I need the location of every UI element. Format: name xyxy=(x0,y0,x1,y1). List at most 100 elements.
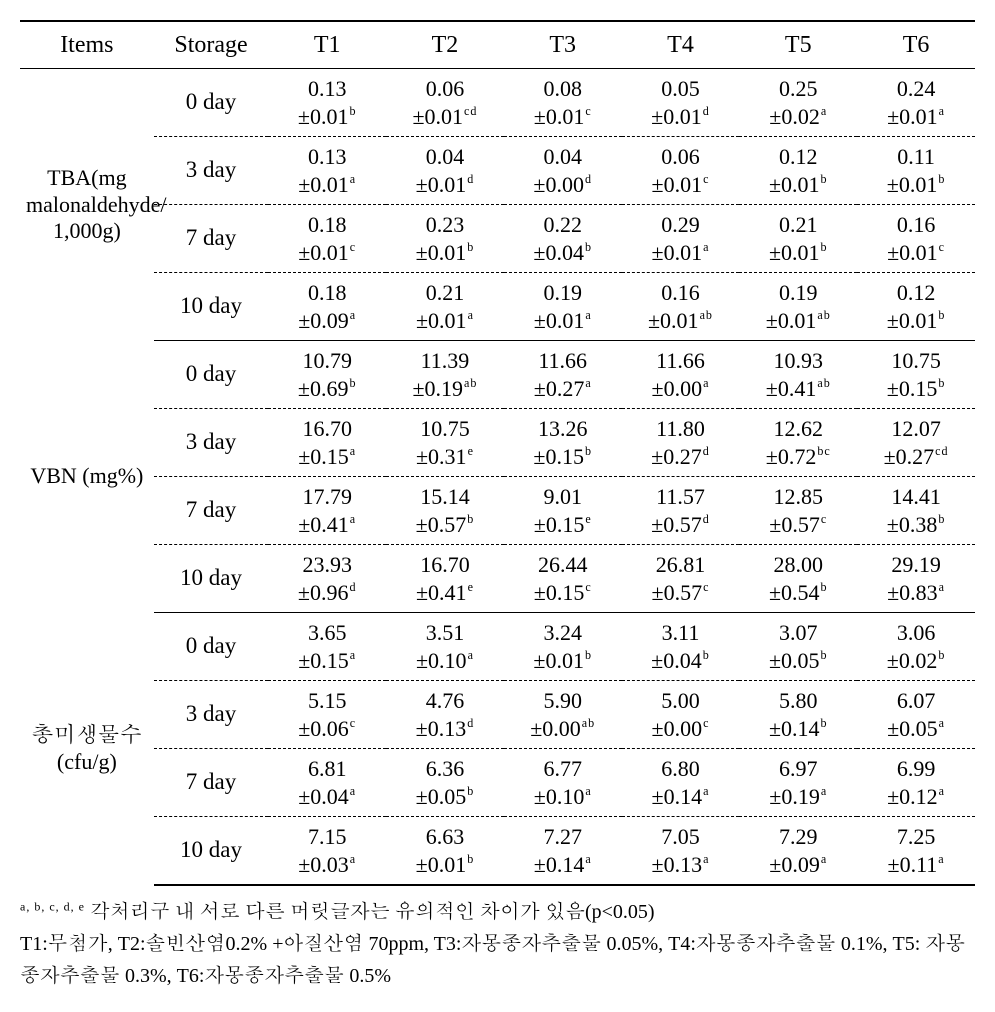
sd-value: ±0.01 xyxy=(298,172,349,197)
value-cell: 7.25±0.11a xyxy=(857,817,975,886)
col-items: Items xyxy=(20,21,154,69)
sd-value: ±0.01 xyxy=(533,648,584,673)
sd-value: ±0.15 xyxy=(887,376,938,401)
superscript-letter: ab xyxy=(699,308,713,322)
superscript-letter: c xyxy=(349,240,356,254)
items-cell: 총미생물수 (cfu/g) xyxy=(20,613,154,886)
superscript-letter: d xyxy=(584,172,592,186)
superscript-letter: bc xyxy=(816,444,830,458)
value-cell: 6.97±0.19a xyxy=(739,749,857,817)
value-cell: 11.57±0.57d xyxy=(622,477,740,545)
mean-value: 6.36 xyxy=(416,755,475,783)
table-row: 7 day17.79±0.41a15.14±0.57b9.01±0.15e11.… xyxy=(20,477,975,545)
value-cell: 4.76±0.13d xyxy=(386,681,504,749)
value-cell: 0.25±0.02a xyxy=(739,69,857,137)
footnote-sig-text: 각처리구 내 서로 다른 머릿글자는 유의적인 차이가 있음(p<0.05) xyxy=(90,901,655,923)
value-cell: 13.26±0.15b xyxy=(504,409,622,477)
col-t2: T2 xyxy=(386,21,504,69)
sd-value: ±0.01 xyxy=(416,308,467,333)
superscript-letter: e xyxy=(467,580,474,594)
sd-value: ±0.15 xyxy=(534,512,585,537)
superscript-letter: b xyxy=(820,580,828,594)
sd-value: ±0.14 xyxy=(652,784,703,809)
superscript-letter: b xyxy=(820,716,828,730)
value-cell: 9.01±0.15e xyxy=(504,477,622,545)
superscript-letter: c xyxy=(584,580,591,594)
sd-value: ±0.01 xyxy=(887,172,938,197)
mean-value: 3.24 xyxy=(533,619,592,647)
superscript-letter: d xyxy=(348,580,356,594)
mean-value: 14.41 xyxy=(887,483,946,511)
sd-value: ±0.06 xyxy=(298,716,349,741)
value-cell: 7.29±0.09a xyxy=(739,817,857,886)
sd-value: ±0.01 xyxy=(416,172,467,197)
sd-value: ±0.01 xyxy=(887,240,938,265)
mean-value: 3.11 xyxy=(651,619,710,647)
storage-cell: 0 day xyxy=(154,341,269,409)
value-cell: 26.81±0.57c xyxy=(622,545,740,613)
mean-value: 16.70 xyxy=(298,415,356,443)
sd-value: ±0.00 xyxy=(652,376,703,401)
sd-value: ±0.69 xyxy=(298,376,349,401)
table-row: 3 day16.70±0.15a10.75±0.31e13.26±0.15b11… xyxy=(20,409,975,477)
superscript-letter: a xyxy=(349,444,356,458)
superscript-letter: b xyxy=(584,648,592,662)
superscript-letter: b xyxy=(937,648,945,662)
mean-value: 0.04 xyxy=(533,143,592,171)
mean-value: 6.81 xyxy=(298,755,356,783)
value-cell: 12.85±0.57c xyxy=(739,477,857,545)
superscript-letter: ab xyxy=(816,308,830,322)
sd-value: ±0.57 xyxy=(651,512,702,537)
mean-value: 3.07 xyxy=(769,619,828,647)
superscript-letter: c xyxy=(584,104,591,118)
sd-value: ±0.13 xyxy=(652,852,703,877)
storage-cell: 10 day xyxy=(154,273,269,341)
value-cell: 11.66±0.00a xyxy=(622,341,740,409)
mean-value: 7.27 xyxy=(534,823,592,851)
mean-value: 16.70 xyxy=(416,551,474,579)
superscript-letter: c xyxy=(702,172,709,186)
superscript-letter: b xyxy=(584,444,592,458)
storage-cell: 10 day xyxy=(154,817,269,886)
value-cell: 6.80±0.14a xyxy=(622,749,740,817)
superscript-letter: c xyxy=(938,240,945,254)
sd-value: ±0.01 xyxy=(769,240,820,265)
table-row: 10 day23.93±0.96d16.70±0.41e26.44±0.15c2… xyxy=(20,545,975,613)
sd-value: ±0.01 xyxy=(652,240,703,265)
superscript-letter: ab xyxy=(581,716,595,730)
mean-value: 9.01 xyxy=(534,483,592,511)
value-cell: 5.90±0.00ab xyxy=(504,681,622,749)
value-cell: 3.51±0.10a xyxy=(386,613,504,681)
mean-value: 10.75 xyxy=(887,347,946,375)
sd-value: ±0.01 xyxy=(416,852,467,877)
mean-value: 0.06 xyxy=(652,143,710,171)
mean-value: 0.24 xyxy=(887,75,945,103)
mean-value: 3.65 xyxy=(298,619,356,647)
superscript-letter: d xyxy=(702,104,710,118)
sd-value: ±0.54 xyxy=(769,580,820,605)
value-cell: 5.15±0.06c xyxy=(268,681,386,749)
table-header-row: Items Storage T1 T2 T3 T4 T5 T6 xyxy=(20,21,975,69)
superscript-letter: b xyxy=(584,240,592,254)
superscript-letter: b xyxy=(466,852,474,866)
storage-cell: 7 day xyxy=(154,205,269,273)
sd-value: ±0.12 xyxy=(887,784,938,809)
mean-value: 29.19 xyxy=(887,551,945,579)
mean-value: 0.05 xyxy=(651,75,710,103)
superscript-letter: b xyxy=(820,240,828,254)
items-cell: VBN (mg%) xyxy=(20,341,154,613)
mean-value: 6.97 xyxy=(769,755,827,783)
mean-value: 4.76 xyxy=(416,687,475,715)
storage-cell: 7 day xyxy=(154,749,269,817)
sd-value: ±0.01 xyxy=(416,240,467,265)
footnote-treatments: T1:무첨가, T2:솔빈산염0.2% +아질산염 70ppm, T3:자몽종자… xyxy=(20,928,975,992)
value-cell: 12.62±0.72bc xyxy=(739,409,857,477)
mean-value: 0.12 xyxy=(769,143,828,171)
footnote-significance: a, b, c, d, e 각처리구 내 서로 다른 머릿글자는 유의적인 차이… xyxy=(20,896,975,928)
superscript-letter: b xyxy=(937,172,945,186)
superscript-letter: d xyxy=(466,716,474,730)
superscript-letter: ab xyxy=(816,376,830,390)
col-storage: Storage xyxy=(154,21,269,69)
superscript-letter: a xyxy=(702,852,709,866)
mean-value: 10.75 xyxy=(416,415,474,443)
